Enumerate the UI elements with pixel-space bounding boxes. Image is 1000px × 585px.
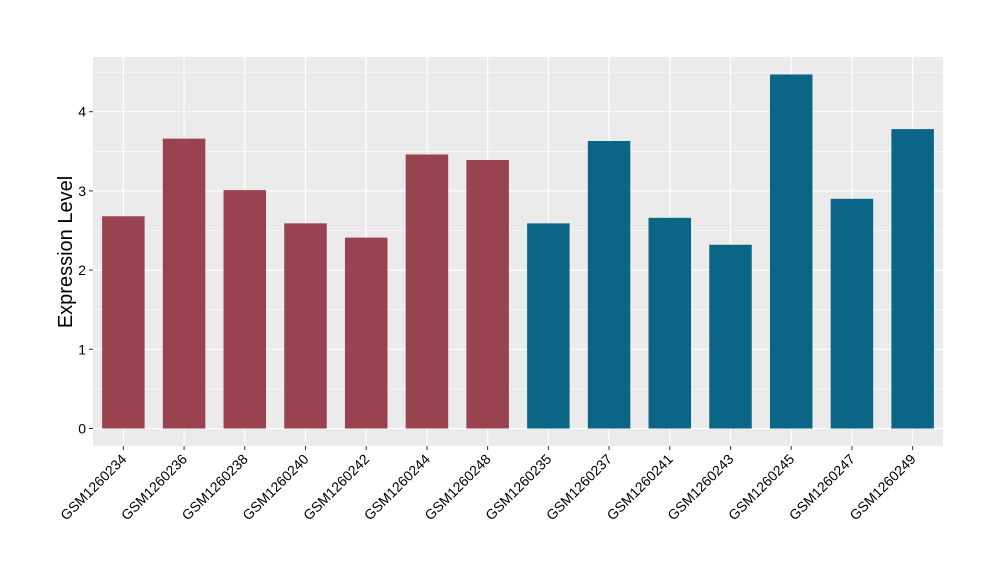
bar-GSM1260241 — [648, 217, 692, 429]
bar-GSM1260248 — [466, 160, 509, 429]
y-axis: 0 1 2 3 4 — [78, 104, 93, 437]
bar-GSM1260242 — [344, 237, 388, 429]
bar-GSM1260244 — [405, 154, 449, 429]
bar-GSM1260249 — [891, 129, 934, 429]
bar-GSM1260237 — [587, 141, 631, 429]
bar-GSM1260247 — [830, 198, 874, 429]
y-tick-label: 1 — [78, 341, 86, 357]
bar-GSM1260236 — [162, 138, 206, 429]
bar-GSM1260243 — [709, 244, 752, 429]
y-tick-label: 2 — [78, 262, 86, 278]
bar-GSM1260240 — [284, 223, 327, 429]
y-axis-label: Expression Level — [55, 176, 77, 328]
y-tick-label: 3 — [78, 183, 86, 199]
x-axis: GSM1260234GSM1260236GSM1260238GSM1260240… — [57, 446, 919, 523]
y-tick-label: 0 — [78, 421, 86, 437]
bar-GSM1260234 — [102, 216, 145, 429]
bar-GSM1260235 — [527, 223, 570, 429]
y-tick-label: 4 — [78, 104, 86, 120]
bars — [102, 74, 934, 429]
bar-GSM1260245 — [769, 74, 813, 429]
plot-panel — [93, 57, 943, 446]
bar-GSM1260238 — [223, 190, 267, 429]
